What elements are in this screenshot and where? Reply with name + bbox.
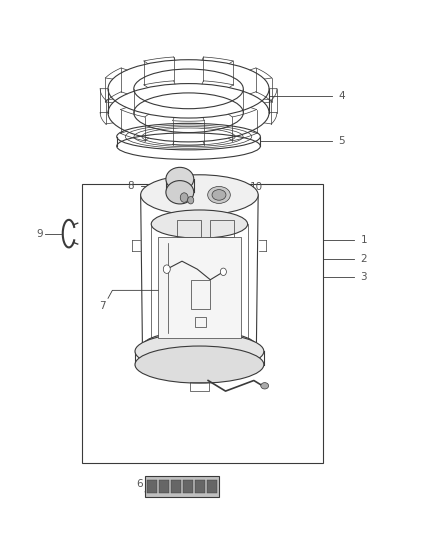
Ellipse shape (142, 331, 256, 361)
Ellipse shape (166, 167, 194, 191)
Ellipse shape (166, 181, 194, 204)
Circle shape (180, 193, 188, 203)
Text: 9: 9 (36, 229, 43, 239)
Ellipse shape (212, 190, 226, 200)
Ellipse shape (261, 383, 268, 389)
Text: 8: 8 (127, 181, 134, 191)
Ellipse shape (141, 175, 258, 215)
Bar (207, 480, 217, 494)
Text: 10: 10 (250, 182, 263, 192)
Text: 7: 7 (99, 301, 106, 311)
Bar (147, 480, 157, 494)
Bar (210, 244, 234, 261)
Ellipse shape (208, 187, 230, 204)
Bar (191, 280, 210, 309)
Bar (190, 382, 209, 391)
Bar (171, 480, 181, 494)
Text: 4: 4 (339, 91, 345, 101)
Circle shape (163, 265, 170, 273)
Ellipse shape (135, 333, 264, 370)
Bar (82, 184, 323, 463)
Bar (145, 476, 219, 497)
Bar (210, 220, 234, 237)
Text: 2: 2 (360, 254, 367, 263)
Circle shape (187, 197, 194, 204)
Circle shape (220, 268, 226, 276)
Ellipse shape (135, 346, 264, 383)
Bar (159, 480, 169, 494)
Bar (195, 480, 205, 494)
Bar (195, 317, 206, 327)
Bar (183, 480, 193, 494)
Bar (177, 220, 201, 237)
Text: 1: 1 (360, 235, 367, 245)
Bar (158, 237, 241, 338)
Bar (177, 244, 201, 261)
Text: 3: 3 (360, 272, 367, 282)
Ellipse shape (151, 210, 247, 238)
Text: 6: 6 (136, 479, 143, 489)
Text: 5: 5 (339, 136, 345, 147)
